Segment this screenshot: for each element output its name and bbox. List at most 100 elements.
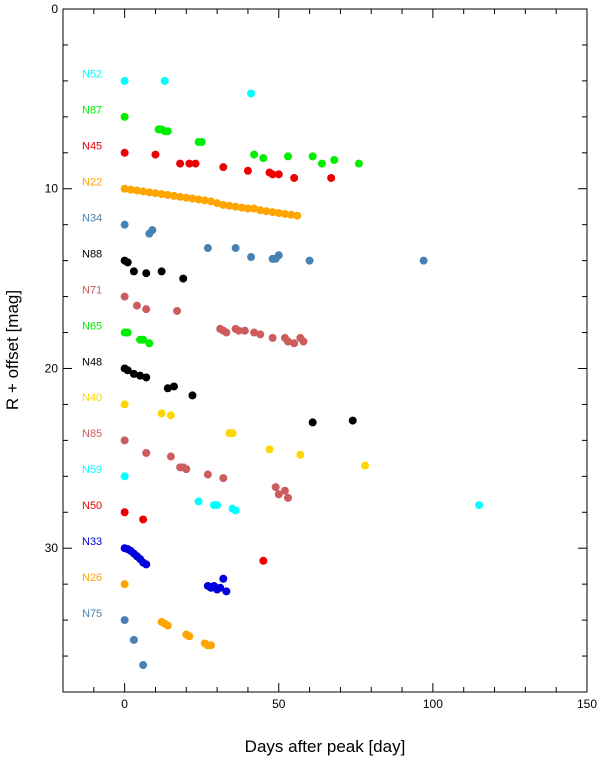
- data-point: [268, 208, 277, 217]
- data-point: [250, 328, 259, 337]
- data-point: [142, 448, 151, 457]
- series-label: N40: [82, 392, 102, 404]
- data-point: [142, 305, 151, 314]
- plot-frame: [62, 8, 588, 693]
- data-point: [157, 409, 166, 418]
- series-label: N45: [82, 141, 102, 153]
- data-point: [163, 621, 172, 630]
- data-point: [142, 560, 151, 569]
- data-point: [188, 194, 197, 203]
- data-point: [240, 326, 249, 335]
- x-axis-title: Days after peak [day]: [245, 737, 406, 756]
- data-point: [231, 506, 240, 515]
- data-point: [151, 189, 160, 198]
- data-point: [136, 371, 145, 380]
- data-point: [120, 436, 129, 445]
- data-point: [228, 429, 237, 438]
- data-point: [148, 226, 157, 235]
- data-point: [284, 152, 293, 161]
- data-point: [274, 209, 283, 218]
- data-point: [120, 472, 129, 481]
- data-point: [250, 150, 259, 159]
- data-point: [166, 452, 175, 461]
- data-point: [123, 366, 132, 375]
- data-point: [256, 330, 265, 339]
- data-point: [231, 202, 240, 211]
- data-point: [305, 256, 314, 265]
- series-label: N22: [82, 177, 102, 189]
- data-point: [243, 166, 252, 175]
- data-point: [123, 328, 132, 337]
- data-point: [126, 185, 135, 194]
- series-label: N71: [82, 284, 102, 296]
- data-point: [191, 159, 200, 168]
- data-point: [129, 267, 138, 276]
- data-point: [160, 76, 169, 85]
- data-point: [182, 465, 191, 474]
- data-point: [176, 159, 185, 168]
- data-point: [308, 418, 317, 427]
- data-point: [296, 450, 305, 459]
- data-point: [250, 204, 259, 213]
- data-point: [219, 200, 228, 209]
- data-point: [142, 373, 151, 382]
- data-point: [354, 159, 363, 168]
- data-point: [259, 154, 268, 163]
- data-point: [166, 411, 175, 420]
- y-axis-title: R + offset [mag]: [3, 290, 22, 410]
- data-point: [231, 244, 240, 253]
- data-point: [139, 661, 148, 670]
- x-tick-label: 100: [423, 697, 443, 711]
- series-label: N85: [82, 428, 102, 440]
- data-point: [163, 384, 172, 393]
- data-point: [222, 587, 231, 596]
- data-point: [259, 556, 268, 565]
- data-point: [219, 474, 228, 483]
- series-label: N87: [82, 105, 102, 117]
- data-point: [361, 461, 370, 470]
- data-point: [179, 274, 188, 283]
- data-point: [139, 187, 148, 196]
- series-label: N48: [82, 356, 102, 368]
- y-tick-label: 30: [45, 541, 59, 555]
- x-tick-label: 50: [272, 697, 286, 711]
- data-point: [247, 253, 256, 262]
- data-point: [120, 508, 129, 517]
- data-point: [284, 493, 293, 502]
- series-label: N33: [82, 536, 102, 548]
- data-point: [274, 251, 283, 260]
- y-tick-label: 0: [51, 2, 58, 16]
- data-point: [216, 583, 225, 592]
- data-point: [293, 211, 302, 220]
- data-point: [268, 333, 277, 342]
- data-point: [129, 635, 138, 644]
- data-point: [120, 220, 129, 229]
- data-point: [265, 445, 274, 454]
- data-point: [284, 337, 293, 346]
- series-label: N88: [82, 248, 102, 260]
- data-point: [475, 501, 484, 510]
- x-tick-label: 150: [577, 697, 597, 711]
- data-point: [222, 328, 231, 337]
- data-point: [120, 292, 129, 301]
- data-point: [271, 483, 280, 492]
- data-point: [419, 256, 428, 265]
- data-point: [197, 138, 206, 147]
- data-point: [185, 159, 194, 168]
- x-tick-label: 0: [121, 697, 128, 711]
- data-point: [262, 207, 271, 216]
- data-point: [206, 641, 215, 650]
- data-point: [139, 335, 148, 344]
- data-point: [290, 173, 299, 182]
- data-point: [348, 416, 357, 425]
- data-point: [247, 89, 256, 98]
- data-point: [120, 112, 129, 121]
- data-point: [185, 632, 194, 641]
- series-label: N52: [82, 69, 102, 81]
- data-point: [213, 501, 222, 510]
- data-point: [243, 204, 252, 213]
- data-point: [123, 258, 132, 267]
- data-point: [173, 306, 182, 315]
- data-point: [280, 209, 289, 218]
- data-point: [299, 337, 308, 346]
